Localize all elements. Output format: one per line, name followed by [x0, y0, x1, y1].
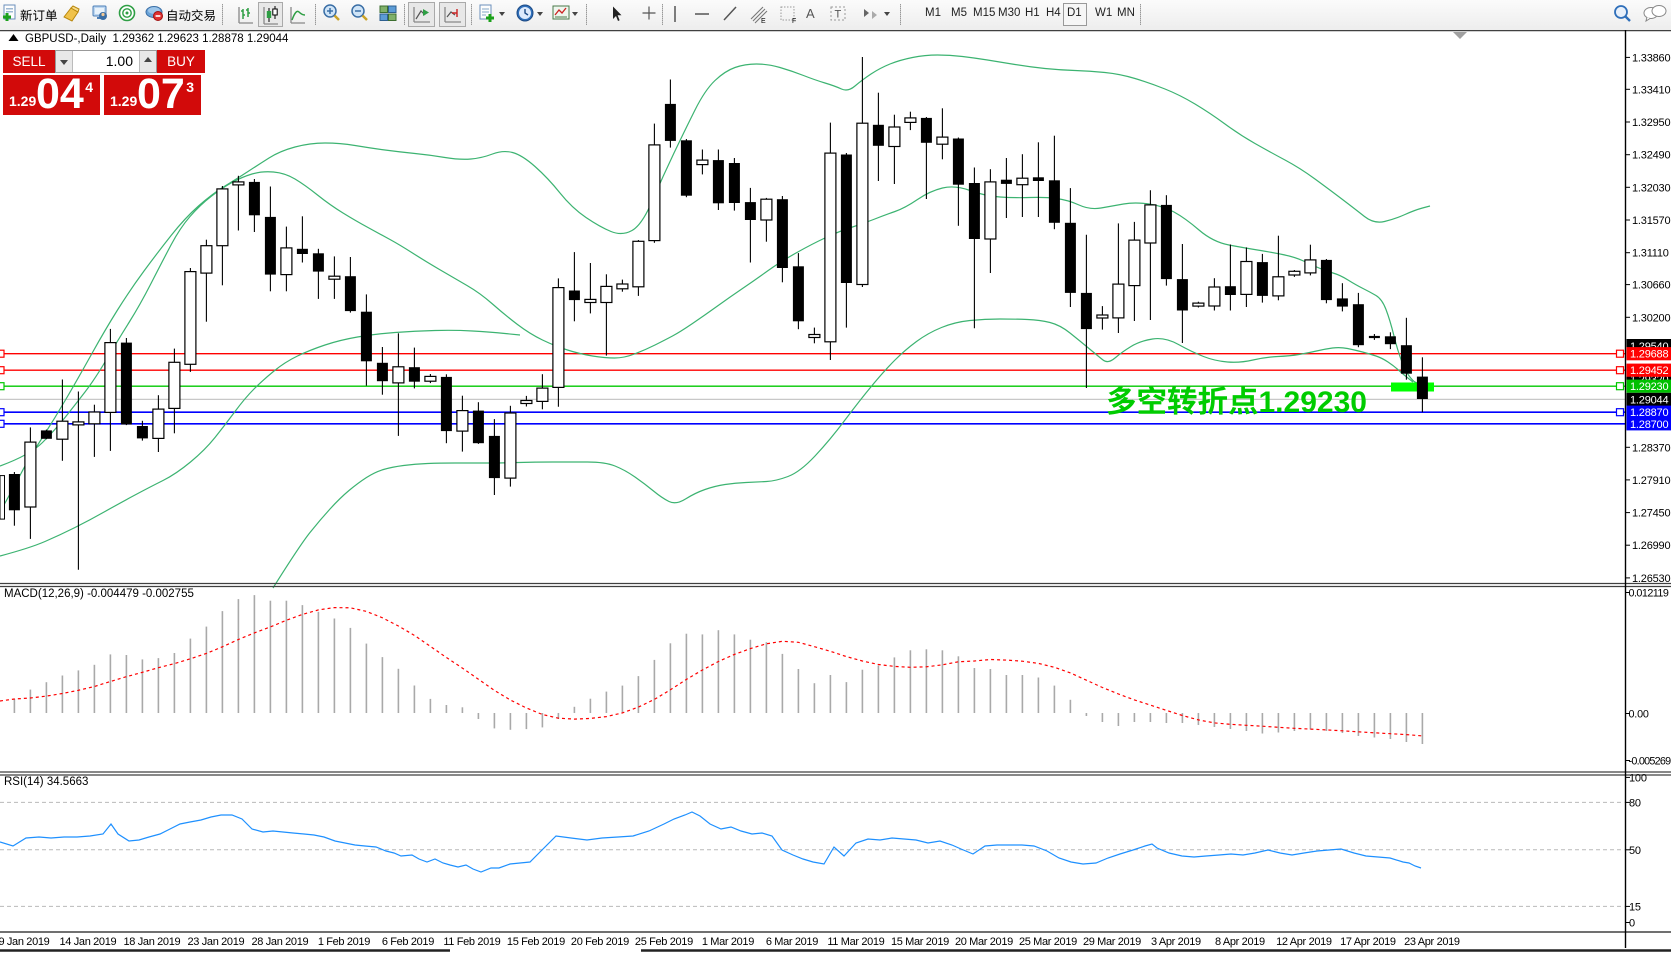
svg-text:1.26990: 1.26990	[1632, 540, 1670, 552]
svg-text:1 Feb 2019: 1 Feb 2019	[318, 936, 370, 948]
svg-text:15: 15	[1629, 901, 1641, 913]
svg-text:RSI(14) 34.5663: RSI(14) 34.5663	[4, 776, 88, 788]
svg-text:9 Jan 2019: 9 Jan 2019	[0, 936, 50, 948]
svg-text:15 Mar 2019: 15 Mar 2019	[891, 936, 949, 948]
svg-text:17 Apr 2019: 17 Apr 2019	[1340, 936, 1396, 948]
svg-text:1.33860: 1.33860	[1632, 52, 1670, 64]
svg-text:18 Jan 2019: 18 Jan 2019	[124, 936, 181, 948]
svg-text:12 Apr 2019: 12 Apr 2019	[1276, 936, 1332, 948]
svg-text:25 Feb 2019: 25 Feb 2019	[635, 936, 693, 948]
svg-text:0.00: 0.00	[1629, 709, 1649, 721]
svg-text:E: E	[761, 18, 766, 25]
svg-text:23 Apr 2019: 23 Apr 2019	[1404, 936, 1460, 948]
svg-text:1.32950: 1.32950	[1632, 117, 1670, 129]
svg-text:1 Mar 2019: 1 Mar 2019	[702, 936, 754, 948]
svg-text:T: T	[835, 9, 842, 21]
svg-text:25 Mar 2019: 25 Mar 2019	[1019, 936, 1077, 948]
svg-text:1.33410: 1.33410	[1632, 84, 1670, 96]
svg-text:1.31570: 1.31570	[1632, 215, 1670, 227]
svg-text:80: 80	[1629, 797, 1641, 809]
svg-text:-0.005269: -0.005269	[1629, 756, 1671, 768]
svg-text:28 Jan 2019: 28 Jan 2019	[252, 936, 309, 948]
svg-text:1.29452: 1.29452	[1630, 365, 1668, 377]
svg-text:1.32490: 1.32490	[1632, 150, 1670, 162]
svg-text:1.29688: 1.29688	[1630, 349, 1668, 361]
svg-text:1.30200: 1.30200	[1632, 312, 1670, 324]
svg-text:20 Mar 2019: 20 Mar 2019	[955, 936, 1013, 948]
svg-text:1.27450: 1.27450	[1632, 508, 1670, 520]
svg-text:6 Feb 2019: 6 Feb 2019	[382, 936, 434, 948]
svg-text:23 Jan 2019: 23 Jan 2019	[188, 936, 245, 948]
svg-text:11 Feb 2019: 11 Feb 2019	[443, 936, 500, 948]
svg-text:8 Apr 2019: 8 Apr 2019	[1215, 936, 1265, 948]
svg-text:0: 0	[1629, 918, 1635, 930]
svg-text:1.29230: 1.29230	[1259, 386, 1367, 419]
svg-text:15 Feb 2019: 15 Feb 2019	[507, 936, 565, 948]
svg-text:1.28370: 1.28370	[1632, 442, 1670, 454]
svg-text:1.29044: 1.29044	[1630, 394, 1668, 406]
svg-text:MACD(12,26,9) -0.004479 -0.002: MACD(12,26,9) -0.004479 -0.002755	[4, 588, 194, 600]
svg-text:100: 100	[1629, 772, 1647, 784]
svg-text:1.29230: 1.29230	[1630, 381, 1668, 393]
svg-text:14 Jan 2019: 14 Jan 2019	[60, 936, 117, 948]
svg-text:1.28700: 1.28700	[1630, 419, 1668, 431]
svg-text:1.27910: 1.27910	[1632, 475, 1670, 487]
svg-text:1.28870: 1.28870	[1630, 407, 1668, 419]
svg-text:1.31110: 1.31110	[1632, 248, 1669, 260]
svg-text:F: F	[792, 18, 796, 25]
svg-text:20 Feb 2019: 20 Feb 2019	[571, 936, 629, 948]
svg-text:0.012119: 0.012119	[1629, 588, 1669, 600]
svg-text:50: 50	[1629, 845, 1641, 857]
svg-text:29 Mar 2019: 29 Mar 2019	[1083, 936, 1141, 948]
svg-text:1.26530: 1.26530	[1632, 573, 1670, 585]
svg-text:6 Mar 2019: 6 Mar 2019	[766, 936, 818, 948]
svg-text:3 Apr 2019: 3 Apr 2019	[1151, 936, 1201, 948]
svg-text:11 Mar 2019: 11 Mar 2019	[827, 936, 884, 948]
svg-text:1.32030: 1.32030	[1632, 182, 1670, 194]
svg-text:1.30660: 1.30660	[1632, 280, 1670, 292]
